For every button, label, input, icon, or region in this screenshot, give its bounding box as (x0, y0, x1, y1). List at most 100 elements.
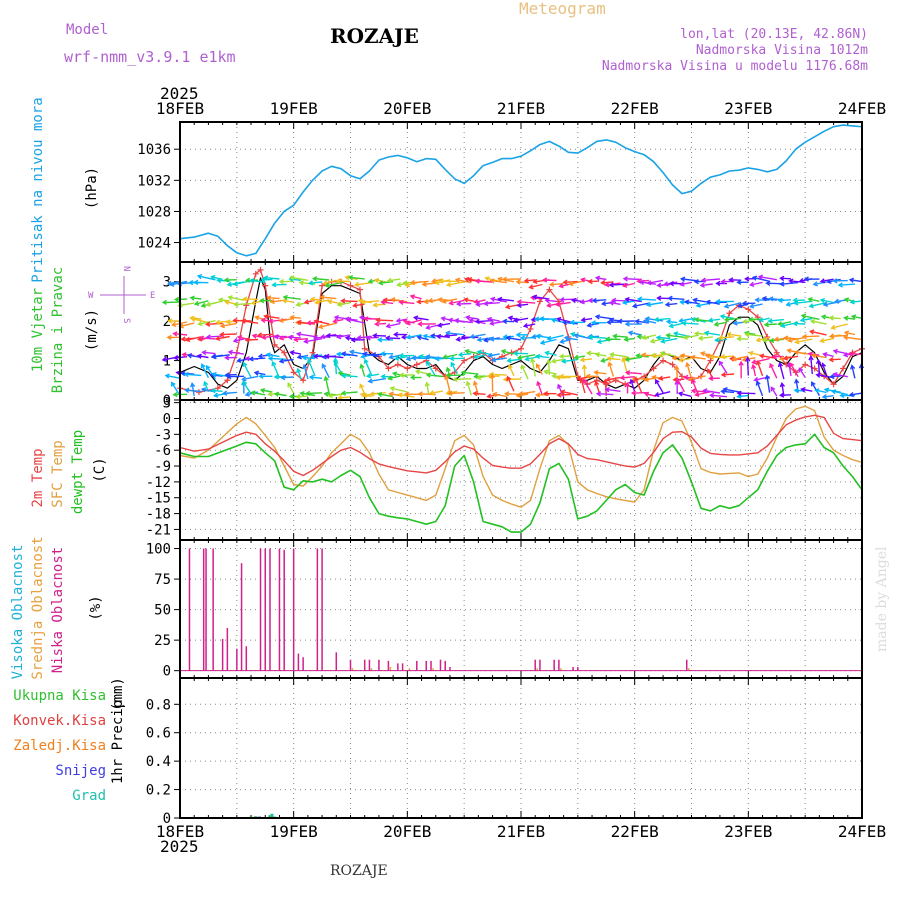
wind-arrow (850, 300, 863, 303)
wind-arrow (349, 276, 365, 280)
wind-arrow-head (682, 334, 688, 340)
wind-arrow (714, 321, 728, 326)
compass-rose: W E N S (88, 266, 155, 323)
wind-arrow-head (785, 301, 791, 307)
wind-arrow (491, 357, 507, 361)
wind-arrow-head (325, 332, 331, 339)
wind-arrow-head (472, 380, 478, 386)
wind-arrow (838, 283, 855, 286)
wind-arrow-head (417, 321, 423, 327)
wind-arrow (186, 336, 202, 341)
wind-arrow-head (636, 278, 642, 284)
wind-arrow-head (535, 363, 541, 369)
wind-arrow-head (219, 323, 226, 329)
wind-arrow-head (731, 356, 737, 362)
wind-arrow-head (608, 300, 615, 306)
wind-arrow-head (699, 351, 706, 357)
precip-legend-item: Konvek.Kisa (13, 713, 106, 729)
wind-arrow-head (690, 388, 697, 394)
wind-arrow (191, 318, 209, 324)
wind-gust-marker (252, 270, 259, 277)
wind-arrow-head (360, 299, 366, 305)
wind-arrow-head (418, 353, 424, 360)
wind-arrow-head (789, 362, 795, 368)
wind-arrow (561, 390, 578, 396)
wind-arrow-head (373, 277, 379, 284)
wind-arrow (200, 337, 216, 340)
wind-arrow (650, 338, 664, 343)
wind-arrow-head (643, 376, 649, 383)
wind-arrow (282, 299, 294, 303)
wind-gust-marker (745, 306, 752, 313)
wind-arrow (644, 319, 657, 324)
wind-arrow-head (502, 318, 508, 325)
wind-arrow (254, 371, 266, 376)
wind-arrow-head (444, 374, 450, 381)
wind-arrow (473, 392, 486, 395)
wind-arrow (185, 389, 202, 393)
wind-arrow-head (296, 354, 302, 360)
wind-arrow-head (586, 350, 592, 356)
wind-arrow (233, 338, 245, 342)
dewpt-line (179, 433, 863, 533)
wind-arrow-head (808, 303, 814, 309)
wind-arrow-head (518, 390, 524, 397)
wind-arrow-head (417, 391, 423, 397)
wind-arrow-head (253, 370, 260, 376)
wind-arrow-head (454, 277, 461, 283)
wind-arrow-head (703, 330, 710, 336)
wind-arrow (184, 373, 202, 377)
wind-gust-marker (840, 365, 847, 372)
wind-arrow-head (266, 295, 272, 301)
y-tick-label: 1036 (137, 142, 171, 158)
wind-arrow (738, 303, 749, 307)
wind-arrow-head (803, 276, 809, 282)
wind-arrow-head (360, 353, 366, 360)
wind-arrow-head (398, 299, 404, 305)
wind-arrow (552, 358, 564, 363)
wind-arrow (778, 299, 792, 302)
compass-west-label: W (88, 291, 94, 301)
wind-arrow-head (769, 362, 774, 369)
wind-arrow-head (793, 300, 799, 306)
wind-arrow-head (426, 360, 431, 366)
wind-arrow (613, 335, 628, 338)
wind-arrow (389, 393, 401, 397)
wind-arrow (313, 277, 330, 281)
wind-arrow (314, 320, 330, 325)
wind-arrow-head (780, 322, 786, 329)
wind-arrow-head (829, 373, 835, 380)
wind-arrow-head (755, 380, 761, 386)
precip-legend-item: Grad (72, 788, 106, 804)
wind-arrow-head (445, 372, 451, 379)
wind-arrow-head (713, 321, 719, 327)
wind-arrow (466, 316, 479, 320)
wind-arrow-head (473, 354, 479, 360)
wind-arrow (656, 336, 671, 340)
wind-arrow (780, 394, 792, 396)
wind-arrow (266, 353, 280, 358)
precip-legend-item: Zaledj.Kisa (13, 738, 106, 754)
wind-arrow-head (569, 331, 576, 338)
date-label-bottom: 18FEB (156, 822, 204, 841)
wind-arrow (445, 334, 458, 337)
wind-arrow (197, 355, 209, 359)
date-labels-top: 18FEB 19FEB 20FEB 21FEB 22FEB 23FEB 24FEB (156, 99, 886, 118)
wind-arrow-head (386, 277, 392, 283)
wind-arrow-head (754, 297, 760, 303)
wind-arrow-head (347, 274, 354, 281)
wind-arrow-head (850, 314, 857, 320)
wind-arrow-head (799, 317, 806, 323)
wind-arrow-head (190, 316, 196, 323)
wind-arrow-head (583, 378, 588, 384)
wind-arrow-head (621, 282, 628, 288)
wind-arrow-head (596, 338, 602, 345)
wind-arrow-head (445, 390, 451, 396)
wind-arrow (812, 354, 827, 359)
wind-arrow (674, 332, 692, 338)
wind-arrow-head (623, 336, 629, 342)
wind-arrow (294, 338, 308, 341)
wind-arrow-head (447, 317, 453, 323)
wind-arrow-head (826, 278, 832, 285)
wind-arrow (545, 351, 557, 356)
